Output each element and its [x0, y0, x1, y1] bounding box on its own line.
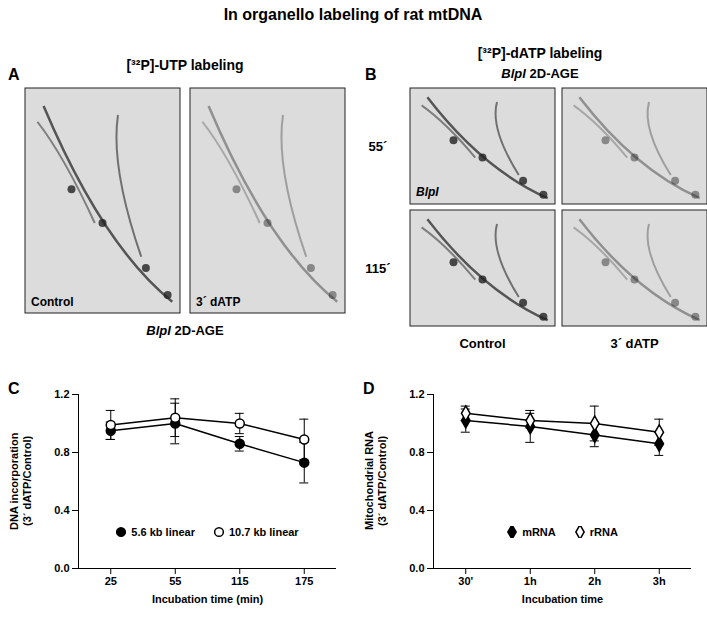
svg-text:0.4: 0.4 — [409, 504, 425, 516]
svg-text:A: A — [8, 66, 20, 83]
svg-text:175: 175 — [295, 575, 313, 587]
svg-text:Control: Control — [31, 295, 74, 309]
svg-text:[³²P]-UTP labeling: [³²P]-UTP labeling — [126, 57, 243, 73]
html-text:Mitochondrial RNA (3´ dATP/Con: Mitochondrial RNA (3´ dATP/Control) — [363, 431, 388, 531]
svg-text:0.0: 0.0 — [409, 562, 424, 574]
svg-text:3´ dATP: 3´ dATP — [610, 336, 658, 351]
svg-text:Incubation time (min): Incubation time (min) — [152, 593, 264, 605]
html-text:10.7 kb linear: 10.7 kb linear — [228, 526, 299, 539]
svg-text:3´ dATP: 3´ dATP — [196, 295, 240, 309]
svg-text:Incubation time: Incubation time — [522, 593, 603, 605]
html-text:mRNA: mRNA — [522, 526, 556, 539]
svg-text:30': 30' — [458, 575, 473, 587]
svg-text:[³²P]-dATP labeling: [³²P]-dATP labeling — [478, 45, 603, 61]
html-text:DNA incorporation (3´ dATP/Con: DNA incorporation (3´ dATP/Control) — [8, 432, 33, 530]
svg-text:0.0: 0.0 — [54, 562, 69, 574]
svg-text:2h: 2h — [588, 575, 601, 587]
svg-text:BlpI 2D-AGE: BlpI 2D-AGE — [501, 66, 579, 81]
html-text:rRNA: rRNA — [589, 526, 618, 539]
svg-text:115: 115 — [231, 575, 249, 587]
svg-text:BlpI 2D-AGE: BlpI 2D-AGE — [146, 323, 224, 338]
html-text:D: D — [363, 380, 375, 397]
svg-text:3h: 3h — [653, 575, 666, 587]
svg-text:BlpI: BlpI — [416, 185, 439, 199]
html-text:C: C — [8, 380, 20, 397]
svg-text:0.4: 0.4 — [54, 504, 70, 516]
svg-text:55: 55 — [169, 575, 181, 587]
svg-text:1h: 1h — [524, 575, 537, 587]
svg-text:1.2: 1.2 — [54, 388, 69, 400]
html-text:5.6 kb linear: 5.6 kb linear — [131, 526, 195, 539]
svg-text:0.8: 0.8 — [54, 446, 69, 458]
svg-text:In organello labeling of rat m: In organello labeling of rat mtDNA — [224, 6, 483, 23]
svg-text:25: 25 — [105, 575, 117, 587]
svg-text:115´: 115´ — [365, 261, 390, 276]
svg-text:1.2: 1.2 — [409, 388, 424, 400]
svg-text:0.8: 0.8 — [409, 446, 424, 458]
svg-text:55´: 55´ — [369, 139, 388, 154]
svg-text:Control: Control — [459, 336, 505, 351]
svg-text:B: B — [365, 66, 377, 83]
